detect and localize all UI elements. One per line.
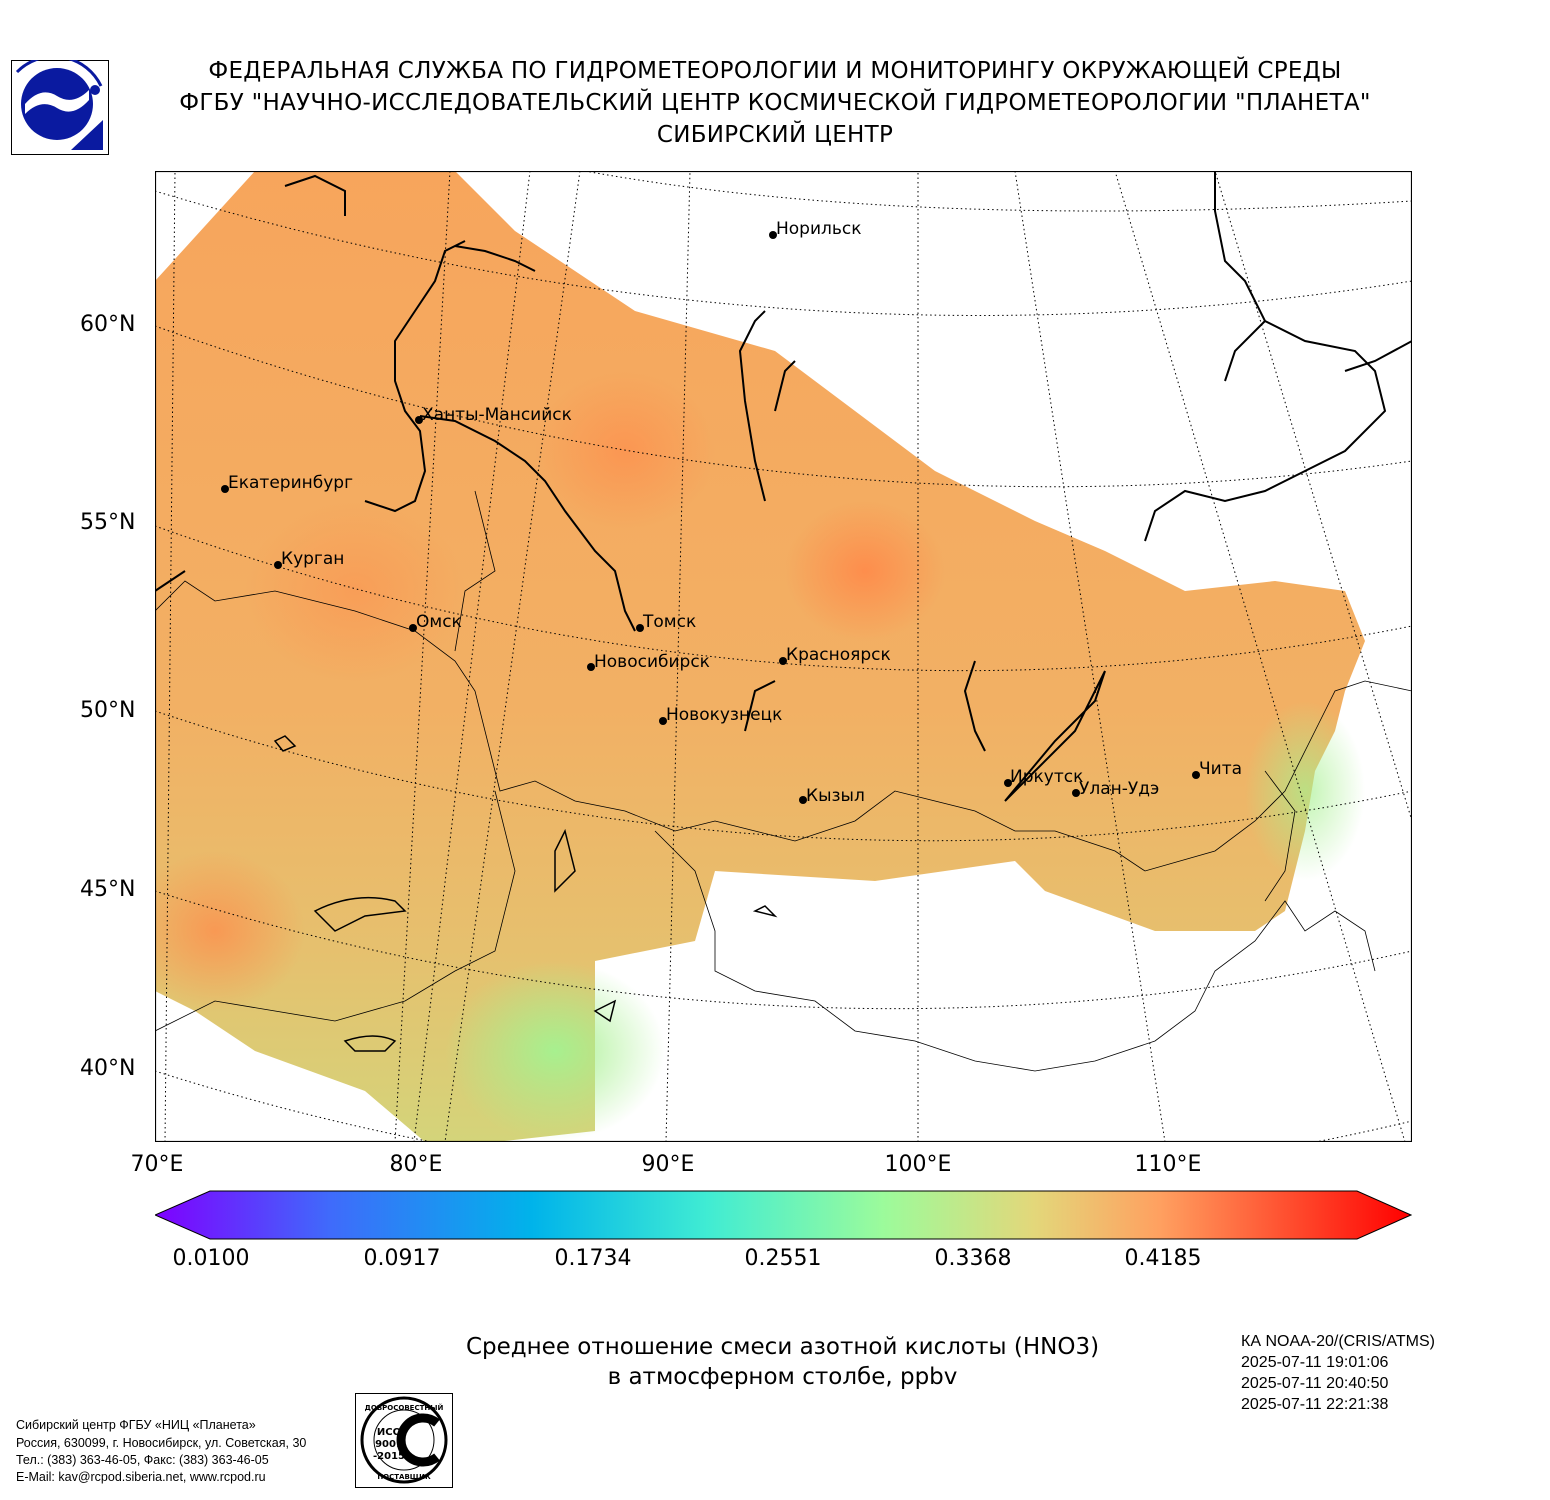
lon-label-80: 80°E	[389, 1152, 443, 1177]
iso-line-1: ИСО	[377, 1427, 401, 1438]
satellite-time-2: 2025-07-11 20:40:50	[1241, 1375, 1389, 1392]
iso-line-3: -2015	[373, 1451, 405, 1462]
planeta-logo	[11, 54, 109, 155]
city-label-norilsk: Норильск	[776, 219, 862, 239]
city-label-kyzyl: Кызыл	[806, 786, 865, 806]
lon-label-110: 110°E	[1134, 1152, 1202, 1177]
colorbar-tick-3: 0.2551	[744, 1246, 822, 1271]
iso-bottom-text: ПОСТАВЩИК	[377, 1473, 431, 1481]
footer-email: E-Mail: kav@rcpod.siberia.net, www.rcpod…	[16, 1470, 266, 1484]
chart-title-line-2: в атмосферном столбе, ppbv	[607, 1364, 958, 1390]
lat-label-40: 40°N	[80, 1056, 136, 1081]
colorbar-tick-0: 0.0100	[172, 1246, 250, 1271]
map-panel	[154, 170, 1413, 1143]
map-svg	[154, 170, 1413, 1143]
city-label-kurgan: Курган	[281, 549, 345, 569]
city-label-irkutsk: Иркутск	[1010, 767, 1084, 787]
hno3-field	[155, 171, 1365, 1142]
city-label-ulan-ude: Улан-Удэ	[1079, 779, 1160, 799]
city-label-omsk: Омск	[416, 612, 462, 632]
city-label-novokuznetsk: Новокузнецк	[666, 705, 783, 725]
satellite-time-1: 2025-07-11 19:01:06	[1241, 1354, 1389, 1371]
colorbar-tick-2: 0.1734	[554, 1246, 632, 1271]
borders	[155, 490, 1412, 1072]
city-label-ekaterinburg: Екатеринбург	[228, 473, 354, 493]
city-label-chita: Чита	[1199, 759, 1243, 779]
footer-phone: Тел.: (383) 363-46-05, Факс: (383) 363-4…	[16, 1453, 269, 1467]
header-line-3: СИБИРСКИЙ ЦЕНТР	[656, 122, 894, 148]
lat-label-45: 45°N	[80, 877, 136, 902]
colorbar-svg	[153, 1190, 1413, 1240]
satellite-time-3: 2025-07-11 22:21:38	[1241, 1396, 1389, 1413]
meridians	[164, 171, 1412, 1142]
rivers	[155, 171, 1412, 802]
colorbar-tick-1: 0.0917	[363, 1246, 441, 1271]
footer-address: Россия, 630099, г. Новосибирск, ул. Сове…	[16, 1436, 307, 1450]
lat-label-50: 50°N	[80, 698, 136, 723]
header-line-1: ФЕДЕРАЛЬНАЯ СЛУЖБА ПО ГИДРОМЕТЕОРОЛОГИИ …	[208, 58, 1342, 84]
lat-label-60: 60°N	[80, 312, 136, 337]
lon-label-100: 100°E	[884, 1152, 952, 1177]
city-label-krasnoyarsk: Красноярск	[786, 645, 891, 665]
lon-label-90: 90°E	[641, 1152, 695, 1177]
lon-label-70: 70°E	[130, 1152, 184, 1177]
colorbar-tick-4: 0.3368	[934, 1246, 1012, 1271]
colorbar-tick-5: 0.4185	[1124, 1246, 1202, 1271]
parallels	[155, 171, 1412, 1142]
colorbar	[153, 1190, 1413, 1240]
satellite-name: КА NOAA-20/(CRIS/ATMS)	[1241, 1333, 1435, 1350]
lakes	[273, 735, 778, 1052]
lat-label-55: 55°N	[80, 510, 136, 535]
footer-org: Сибирский центр ФГБУ «НИЦ «Планета»	[16, 1418, 256, 1432]
city-dots	[221, 231, 1200, 804]
city-label-khanty-mansiysk: Ханты-Мансийск	[422, 405, 572, 425]
chart-title-line-1: Среднее отношение смеси азотной кислоты …	[465, 1334, 1100, 1360]
iso-line-2: 9001	[375, 1439, 403, 1450]
iso-certificate-badge: ДОБРОСОВЕСТНЫЙ ИСО 9001 -2015 ПОСТАВЩИК	[355, 1393, 453, 1488]
iso-top-text: ДОБРОСОВЕСТНЫЙ	[365, 1403, 444, 1412]
header-line-2: ФГБУ "НАУЧНО-ИССЛЕДОВАТЕЛЬСКИЙ ЦЕНТР КОС…	[179, 90, 1371, 116]
city-label-tomsk: Томск	[643, 612, 697, 632]
city-label-novosibirsk: Новосибирск	[594, 652, 710, 672]
